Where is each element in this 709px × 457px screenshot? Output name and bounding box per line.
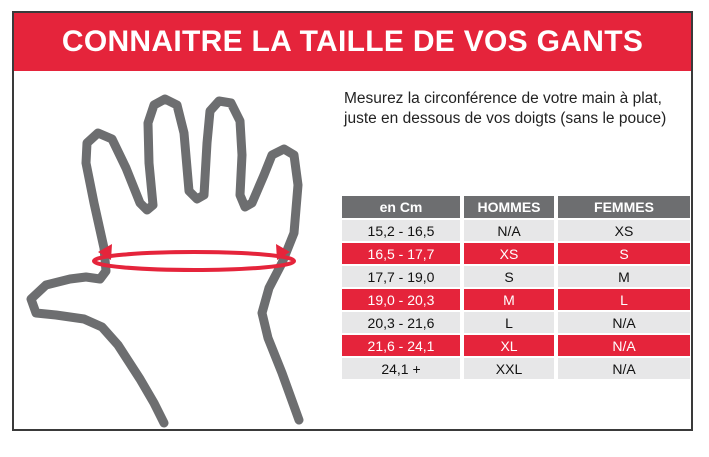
cell-femmes: N/A — [558, 310, 690, 333]
cell-femmes: N/A — [558, 356, 690, 379]
title-banner: CONNAITRE LA TAILLE DE VOS GANTS — [14, 13, 691, 71]
page-title: CONNAITRE LA TAILLE DE VOS GANTS — [61, 25, 644, 58]
cell-femmes: N/A — [558, 333, 690, 356]
cell-cm: 21,6 - 24,1 — [342, 333, 464, 356]
table-row: 17,7 - 19,0 S M — [342, 264, 690, 287]
cell-hommes: XL — [464, 333, 558, 356]
cell-cm: 17,7 - 19,0 — [342, 264, 464, 287]
table-row: 21,6 - 24,1 XL N/A — [342, 333, 690, 356]
cell-cm: 15,2 - 16,5 — [342, 218, 464, 241]
cell-hommes: XS — [464, 241, 558, 264]
size-guide-card: CONNAITRE LA TAILLE DE VOS GANTS Mesurez… — [12, 11, 693, 431]
table-row: 19,0 - 20,3 M L — [342, 287, 690, 310]
table-row: 16,5 - 17,7 XS S — [342, 241, 690, 264]
cell-hommes: M — [464, 287, 558, 310]
cell-cm: 24,1 + — [342, 356, 464, 379]
instructions-line-2: juste en dessous de vos doigts (sans le … — [344, 110, 667, 127]
cell-hommes: XXL — [464, 356, 558, 379]
table-row: 20,3 - 21,6 L N/A — [342, 310, 690, 333]
cell-hommes: S — [464, 264, 558, 287]
table-row: 24,1 + XXL N/A — [342, 356, 690, 379]
header-femmes: FEMMES — [558, 196, 690, 218]
cell-cm: 20,3 - 21,6 — [342, 310, 464, 333]
header-cm: en Cm — [342, 196, 464, 218]
measurement-instructions: Mesurez la circonférence de votre main à… — [344, 89, 684, 129]
measure-arrowhead-right — [276, 244, 290, 260]
size-table: en Cm HOMMES FEMMES 15,2 - 16,5 N/A XS 1… — [342, 196, 690, 379]
cell-femmes: M — [558, 264, 690, 287]
cell-cm: 19,0 - 20,3 — [342, 287, 464, 310]
cell-cm: 16,5 - 17,7 — [342, 241, 464, 264]
circumference-arrow-icon — [92, 244, 296, 272]
header-hommes: HOMMES — [464, 196, 558, 218]
measure-ellipse — [92, 250, 296, 272]
cell-femmes: L — [558, 287, 690, 310]
cell-hommes: L — [464, 310, 558, 333]
cell-femmes: XS — [558, 218, 690, 241]
instructions-line-1: Mesurez la circonférence de votre main à… — [344, 90, 662, 107]
cell-femmes: S — [558, 241, 690, 264]
hand-outline-icon — [26, 94, 304, 428]
table-header-row: en Cm HOMMES FEMMES — [342, 196, 690, 218]
measure-arrowhead-left — [98, 244, 112, 260]
table-row: 15,2 - 16,5 N/A XS — [342, 218, 690, 241]
hand-outline — [26, 94, 304, 428]
cell-hommes: N/A — [464, 218, 558, 241]
